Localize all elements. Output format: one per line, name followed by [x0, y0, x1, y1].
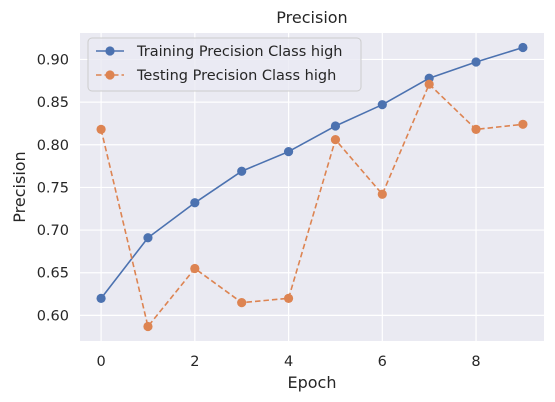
data-point-series-0: [237, 166, 247, 176]
data-point-series-0: [283, 146, 294, 157]
data-point-series-1: [143, 321, 153, 332]
x-tick-label: 0: [96, 354, 105, 370]
y-tick-label: 0.85: [37, 95, 69, 111]
data-point-series-1: [471, 124, 481, 135]
y-tick-label: 0.90: [37, 52, 69, 68]
data-point-series-1: [190, 263, 200, 274]
chart-title: Precision: [276, 8, 347, 27]
y-tick-label: 0.70: [37, 223, 69, 239]
legend-box: [87, 37, 362, 92]
y-tick-label: 0.60: [37, 308, 69, 324]
data-point-series-1: [96, 124, 106, 135]
series-layer: [96, 42, 528, 332]
data-point-series-0: [330, 121, 341, 131]
series-line-0: [100, 46, 524, 299]
data-point-series-1: [330, 135, 341, 145]
x-tick-labels: 0 2 4 6 8: [96, 354, 480, 370]
legend-label-testing: Testing Precision Class high: [136, 68, 336, 84]
legend-marker-testing: [105, 70, 115, 80]
data-point-series-1: [237, 298, 247, 308]
legend-label-training: Training Precision Class high: [136, 44, 343, 60]
y-tick-labels: 0.60 0.65 0.70 0.75 0.80 0.85 0.90: [37, 52, 69, 324]
data-point-series-1: [283, 293, 294, 303]
legend-entry-training: Training Precision Class high: [96, 44, 343, 60]
x-tick-label: 4: [284, 354, 293, 370]
data-point-series-1: [518, 119, 528, 129]
series-line-1: [100, 83, 523, 328]
legend: Training Precision Class high Testing Pr…: [87, 37, 362, 92]
x-axis-title: Epoch: [288, 373, 337, 392]
x-tick-label: 2: [190, 354, 199, 370]
legend-marker-training: [105, 46, 115, 56]
y-tick-label: 0.75: [37, 180, 69, 196]
data-point-series-1: [377, 189, 387, 199]
data-point-series-0: [96, 293, 106, 303]
y-axis-title: Precision: [10, 151, 29, 222]
data-point-series-0: [377, 100, 387, 110]
data-point-series-0: [518, 42, 528, 53]
x-tick-label: 8: [471, 354, 480, 370]
y-tick-label: 0.65: [37, 266, 69, 282]
legend-entry-testing: Testing Precision Class high: [96, 68, 336, 84]
data-point-series-0: [471, 57, 481, 67]
data-point-series-0: [190, 198, 200, 208]
data-point-series-0: [143, 233, 153, 243]
data-point-series-1: [424, 79, 434, 89]
y-tick-label: 0.80: [37, 138, 69, 154]
x-tick-label: 6: [378, 354, 387, 370]
